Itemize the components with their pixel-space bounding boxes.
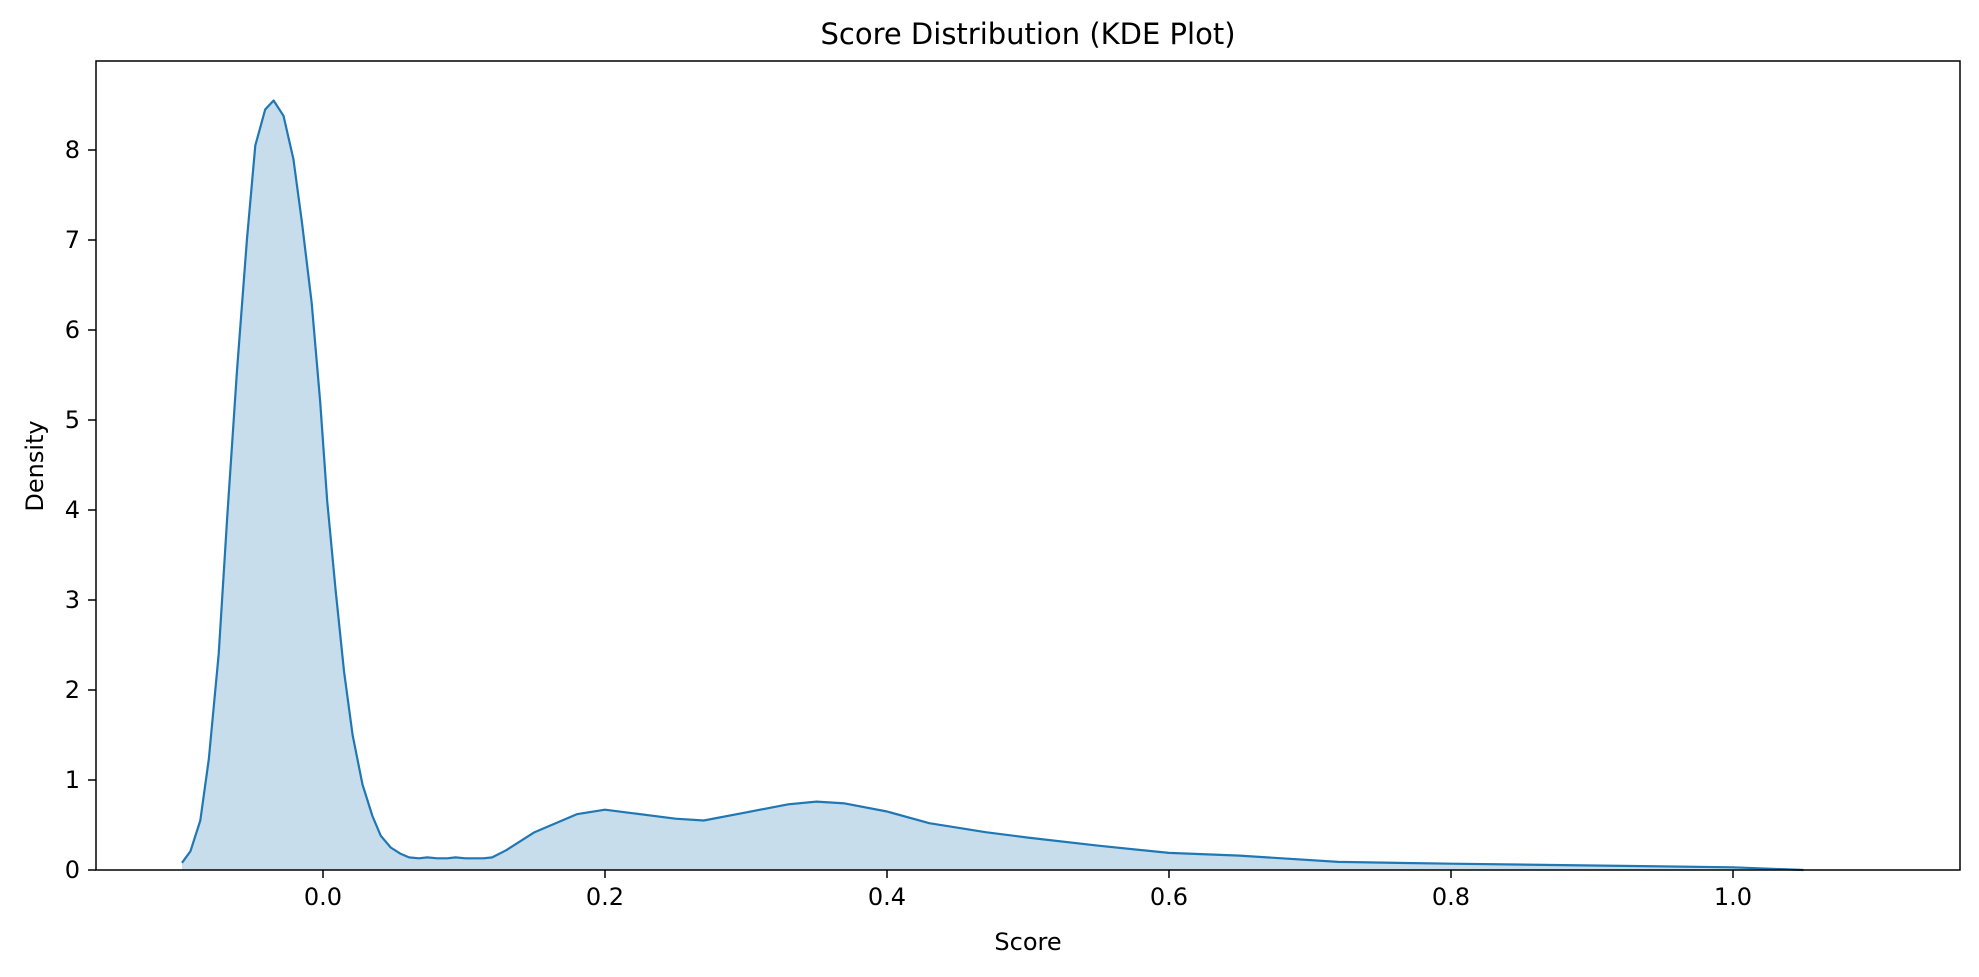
y-tick-label: 0 [65,856,80,884]
x-axis-ticks: 0.0 0.2 0.4 0.6 0.8 1.0 [304,870,1752,911]
y-tick-label: 2 [65,676,80,704]
x-tick-label: 0.8 [1432,883,1470,911]
y-tick-label: 7 [65,226,80,254]
y-tick-label: 6 [65,316,80,344]
y-tick-label: 4 [65,496,80,524]
y-axis-label: Density [21,420,49,511]
x-tick-label: 1.0 [1714,883,1752,911]
kde-line [181,99,1804,872]
plot-frame [95,60,1961,871]
kde-area [182,100,1804,870]
x-tick-label: 0.0 [304,883,342,911]
chart-title: Score Distribution (KDE Plot) [820,17,1235,51]
y-tick-label: 3 [65,586,80,614]
x-tick-label: 0.4 [868,883,906,911]
y-tick-label: 5 [65,406,80,434]
x-axis-label: Score [994,928,1061,956]
y-tick-label: 1 [65,766,80,794]
y-tick-label: 8 [65,136,80,164]
x-tick-label: 0.6 [1150,883,1188,911]
y-axis-ticks: 0 1 2 3 4 5 6 7 8 [65,136,96,884]
x-tick-label: 0.2 [586,883,624,911]
